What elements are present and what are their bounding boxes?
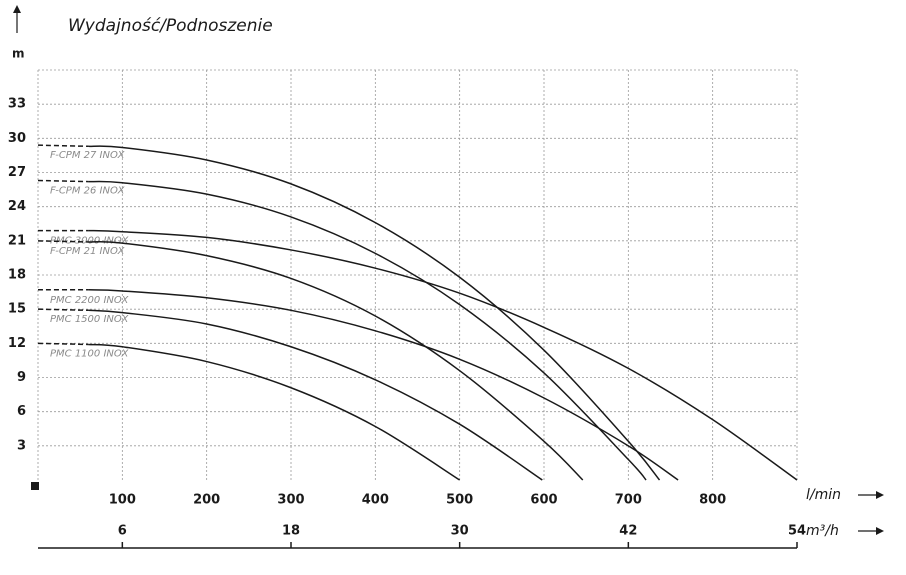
x2-tick-label: 54: [788, 524, 806, 539]
x2-axis-label: m³/h: [806, 523, 839, 539]
x2-arrowhead: [876, 527, 884, 535]
series-line-dashed: [37, 308, 89, 312]
series-line: [88, 180, 647, 481]
series-label: PMC 2200 INOX: [50, 295, 129, 306]
y-tick-label: 24: [8, 199, 26, 214]
series-line-dashed: [37, 240, 89, 243]
y-tick-label: 21: [8, 233, 26, 248]
x-tick-label: 200: [193, 493, 220, 508]
series-label: F-CPM 26 INOX: [50, 185, 126, 196]
x2-tick-label: 6: [118, 524, 127, 539]
y-tick-label: 12: [8, 336, 26, 351]
series-line-dashed: [37, 144, 89, 148]
origin-marker: [31, 482, 39, 490]
series-label: F-CPM 27 INOX: [50, 150, 126, 161]
x-tick-label: 500: [446, 493, 473, 508]
x-tick-label: 100: [109, 493, 136, 508]
series-label: PMC 3000 INOX: [50, 236, 129, 247]
x-tick-label: 700: [615, 493, 642, 508]
x2-tick-label: 18: [282, 524, 300, 539]
x-arrowhead: [876, 491, 884, 499]
series-line: [88, 343, 461, 481]
y-tick-label: 3: [17, 438, 26, 453]
series-line: [88, 289, 679, 481]
x-tick-label: 300: [277, 493, 304, 508]
series-line: [88, 229, 798, 481]
y-tick-label: 33: [8, 97, 26, 112]
x2-tick-label: 42: [619, 524, 637, 539]
series-label: PMC 1500 INOX: [50, 314, 129, 325]
series-line: [88, 145, 661, 481]
series-line: [88, 309, 543, 481]
x-tick-label: 600: [530, 493, 557, 508]
y-tick-label: 9: [17, 370, 26, 385]
series-line: [88, 241, 584, 481]
x-axis-label: l/min: [806, 487, 841, 503]
y-tick-label: 18: [8, 268, 26, 283]
chart-title: Wydajność/Podnoszenie: [68, 16, 273, 36]
y-tick-label: 27: [8, 165, 26, 180]
x-tick-label: 800: [699, 493, 726, 508]
series-line-dashed: [37, 342, 89, 346]
y-arrowhead: [13, 5, 21, 13]
y-tick-label: 30: [8, 131, 26, 146]
y-tick-label: 15: [8, 302, 26, 317]
series-label: PMC 1100 INOX: [50, 348, 129, 359]
y-axis-label: m: [12, 47, 25, 61]
series-line-dashed: [37, 179, 89, 183]
y-tick-label: 6: [17, 404, 26, 419]
x2-tick-label: 30: [451, 524, 469, 539]
series-label: F-CPM 21 INOX: [50, 246, 126, 257]
x-tick-label: 400: [362, 493, 389, 508]
